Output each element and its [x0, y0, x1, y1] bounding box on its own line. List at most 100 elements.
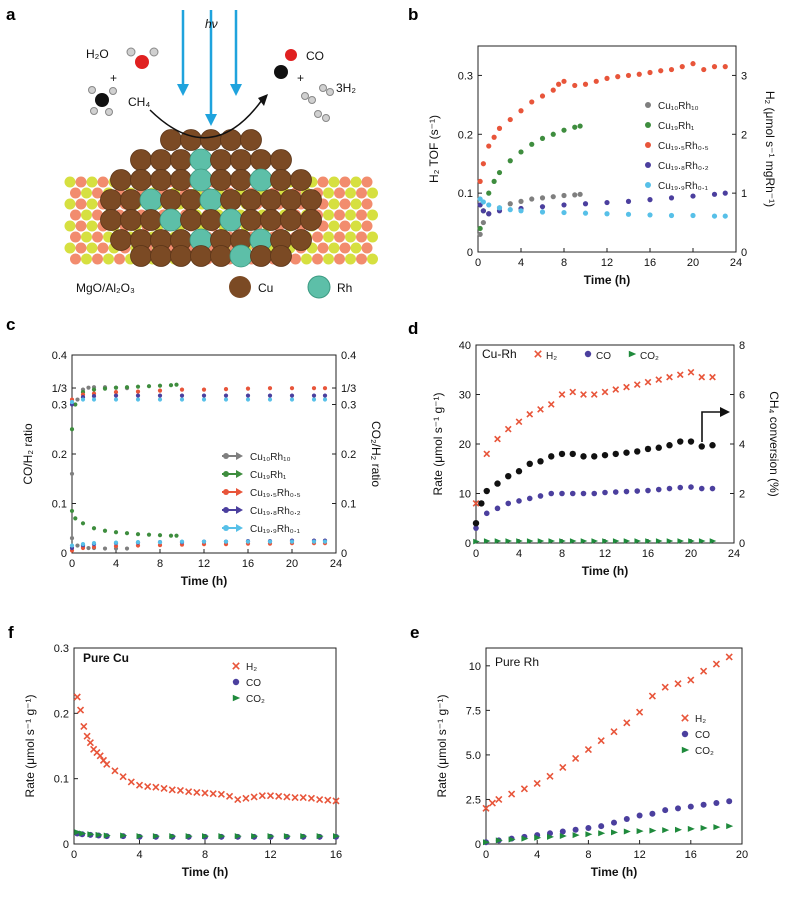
- co2-point: [113, 530, 119, 535]
- data-point: [649, 827, 657, 834]
- y-right-tick-label: 8: [739, 340, 745, 352]
- legend-entry: Cu₁₉.₈Rh₀.₂: [250, 506, 301, 517]
- co2-point: [267, 539, 273, 544]
- x-axis-label: Time (h): [584, 273, 630, 287]
- data-point: [548, 453, 555, 460]
- data-point: [283, 833, 291, 840]
- y-right-tick-label: 6: [739, 390, 745, 402]
- lattice-atom: [328, 198, 340, 210]
- data-point: [508, 790, 516, 798]
- cu-atom: [220, 129, 242, 151]
- cu-atom: [130, 169, 152, 191]
- co2-point: [73, 516, 78, 521]
- data-point: [537, 538, 545, 544]
- panel-letter-a: a: [6, 5, 16, 24]
- co-point: [179, 397, 185, 402]
- data-point: [636, 71, 642, 77]
- data-point: [633, 381, 641, 388]
- cu-atom: [270, 169, 292, 191]
- legend-marker: [628, 350, 637, 358]
- co-point: [69, 399, 75, 405]
- data-point: [604, 75, 610, 81]
- data-point: [507, 201, 513, 207]
- cu-atom: [230, 169, 252, 191]
- data-point: [518, 208, 524, 214]
- data-point: [537, 405, 544, 413]
- data-point: [234, 796, 242, 804]
- data-point: [593, 78, 599, 84]
- co-molecule-icon: [274, 49, 297, 79]
- co-point: [322, 393, 328, 398]
- data-point: [585, 824, 592, 831]
- legend-entry: Cu₁₉.₉Rh₀.₁: [250, 524, 301, 535]
- data-point: [612, 450, 619, 458]
- data-point: [648, 692, 656, 700]
- data-point: [580, 490, 587, 497]
- data-point: [518, 108, 524, 114]
- co-point: [69, 471, 75, 476]
- data-point: [526, 538, 534, 544]
- legend-arrowhead: [236, 470, 243, 478]
- data-point: [698, 373, 706, 381]
- data-point: [533, 779, 541, 787]
- data-point: [478, 500, 485, 507]
- data-point: [258, 792, 266, 800]
- data-point: [486, 143, 492, 149]
- co-point: [311, 386, 317, 391]
- co2-point: [289, 539, 295, 544]
- data-point: [275, 792, 283, 800]
- y-tick-label: 40: [459, 340, 471, 352]
- cu-atom: [120, 209, 142, 231]
- legend-entry: CO₂: [246, 694, 265, 705]
- y-tick-label: 20: [459, 439, 471, 451]
- data-point: [647, 69, 653, 76]
- data-point: [332, 797, 340, 805]
- data-point: [598, 830, 606, 837]
- lattice-atom: [92, 231, 103, 243]
- co2-point: [124, 531, 130, 536]
- data-point: [610, 728, 618, 736]
- x-tick-label: 24: [330, 558, 342, 570]
- legend-entry: Cu₁₀Rh₁₀: [250, 452, 291, 463]
- legend-marker: [681, 746, 690, 754]
- data-point: [96, 752, 104, 760]
- data-point: [558, 391, 566, 398]
- data-point: [550, 87, 556, 93]
- data-point: [217, 790, 225, 798]
- lattice-atom: [86, 176, 98, 188]
- data-point: [539, 135, 546, 142]
- plus-right: +: [297, 71, 304, 85]
- y-tick-label: 10: [469, 661, 481, 673]
- lattice-atom: [367, 253, 378, 265]
- y-right-tick-label: 0: [739, 538, 745, 550]
- data-point: [700, 824, 708, 831]
- data-point: [494, 480, 501, 487]
- data-point: [615, 74, 621, 80]
- lattice-atom: [356, 187, 367, 199]
- data-point: [559, 832, 567, 839]
- data-point: [496, 125, 503, 131]
- cu-atom: [180, 129, 202, 151]
- data-point: [623, 488, 630, 495]
- x-tick-label: 8: [157, 558, 163, 570]
- data-point: [688, 484, 694, 490]
- lattice-atom: [317, 242, 329, 254]
- data-point: [584, 745, 592, 754]
- data-point: [209, 790, 217, 798]
- co-point: [91, 397, 97, 402]
- data-point: [668, 66, 675, 73]
- data-point: [473, 538, 480, 545]
- co2-point: [113, 543, 119, 549]
- cu-atom: [200, 209, 222, 231]
- chart-e: 0 4 8 12 16 20 0 2.5 5.0 7.5 10 Time (h) Rate (μmol …: [435, 647, 748, 879]
- co-point: [113, 397, 119, 402]
- x-axis-label: Time (h): [181, 574, 227, 588]
- data-point: [529, 196, 535, 202]
- co-point: [201, 387, 207, 392]
- y-right-tick-label: 4: [739, 439, 745, 451]
- cu-atom: [210, 149, 232, 171]
- data-point: [602, 538, 609, 544]
- co2-point: [124, 546, 130, 551]
- data-point: [193, 788, 201, 796]
